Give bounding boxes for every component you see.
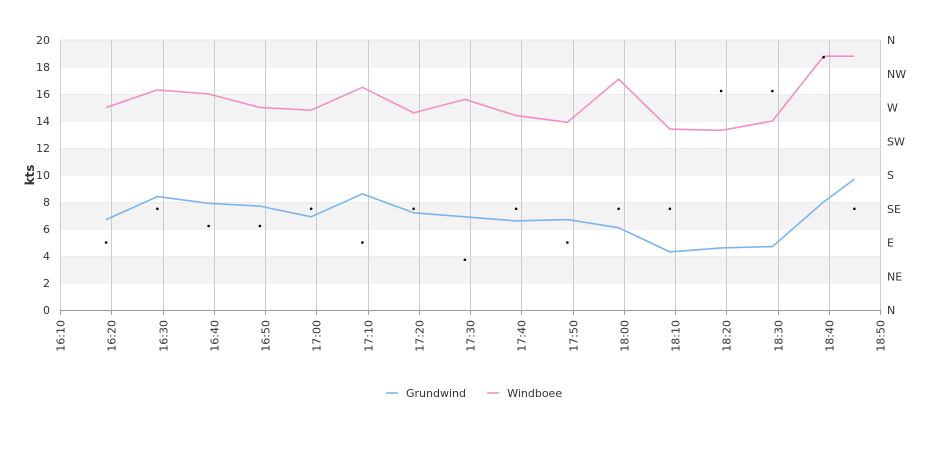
direction-marker bbox=[566, 241, 569, 244]
direction-marker bbox=[156, 207, 159, 211]
legend-label: Windboee bbox=[507, 387, 562, 400]
right-axis-label: NW bbox=[887, 68, 906, 81]
right-axis-label: N bbox=[887, 304, 895, 317]
y-tick-label: 2 bbox=[43, 277, 50, 290]
direction-marker bbox=[258, 224, 262, 228]
x-tick-label: 17:50 bbox=[568, 320, 581, 352]
y-tick-label: 18 bbox=[36, 61, 50, 74]
direction-marker bbox=[463, 258, 467, 262]
x-tick-label: 17:20 bbox=[414, 320, 427, 352]
y-tick-label: 20 bbox=[36, 34, 50, 47]
y-tick-label: 4 bbox=[43, 250, 50, 263]
direction-marker bbox=[412, 207, 415, 211]
series-line-windboee bbox=[105, 55, 855, 132]
x-tick-label: 17:40 bbox=[516, 320, 529, 352]
direction-markers bbox=[104, 55, 856, 262]
series-lines bbox=[105, 55, 855, 253]
direction-marker bbox=[719, 89, 723, 93]
y-tick-label: 10 bbox=[36, 169, 50, 182]
x-tick-label: 18:20 bbox=[721, 320, 734, 352]
x-tick-label: 17:30 bbox=[465, 320, 478, 352]
y-tick-label: 12 bbox=[36, 142, 50, 155]
direction-marker bbox=[853, 207, 856, 211]
direction-marker bbox=[309, 207, 313, 211]
x-tick-label: 16:10 bbox=[55, 320, 68, 352]
right-axis-label: N bbox=[887, 34, 895, 47]
direction-marker bbox=[207, 224, 210, 228]
right-axis-label: W bbox=[887, 102, 898, 115]
x-tick-label: 18:00 bbox=[619, 320, 632, 352]
x-tick-label: 18:50 bbox=[875, 320, 888, 352]
y-tick-label: 0 bbox=[43, 304, 50, 317]
vertical-gridlines bbox=[60, 40, 881, 310]
y-tick-label: 8 bbox=[43, 196, 50, 209]
direction-marker bbox=[822, 55, 825, 59]
direction-marker bbox=[771, 89, 774, 93]
y-axis-label: kts bbox=[23, 165, 37, 186]
legend: Grundwind Windboee bbox=[386, 387, 562, 400]
right-axis-label: SE bbox=[887, 203, 901, 216]
x-axis: 16:10 16:20 16:30 16:40 16:50 17:00 17:10 17:20… bbox=[55, 310, 888, 352]
right-axis-label: S bbox=[887, 169, 894, 182]
series-line-grundwind bbox=[105, 178, 855, 253]
x-tick-label: 16:20 bbox=[106, 320, 119, 352]
x-tick-label: 18:40 bbox=[824, 320, 837, 352]
y-tick-label: 6 bbox=[43, 223, 50, 236]
y-tick-label: 16 bbox=[36, 88, 50, 101]
right-axis-label: NE bbox=[887, 270, 902, 283]
y-tick-label: 14 bbox=[36, 115, 50, 128]
x-tick-label: 17:10 bbox=[363, 320, 376, 352]
direction-marker bbox=[668, 207, 672, 211]
direction-marker bbox=[361, 241, 364, 244]
x-tick-label: 16:30 bbox=[158, 320, 171, 352]
right-axis-label: E bbox=[887, 237, 894, 250]
y-axis-right: N NE E SE S SW W NW N bbox=[887, 34, 906, 317]
direction-marker bbox=[617, 207, 620, 211]
x-tick-label: 16:50 bbox=[260, 320, 273, 352]
x-tick-label: 17:00 bbox=[311, 320, 324, 352]
x-tick-label: 18:30 bbox=[773, 320, 786, 352]
legend-label: Grundwind bbox=[406, 387, 466, 400]
x-tick-label: 16:40 bbox=[209, 320, 222, 352]
right-axis-label: SW bbox=[887, 135, 905, 148]
y-axis-left: 0 2 4 6 8 10 12 14 16 18 20 bbox=[36, 34, 50, 317]
direction-marker bbox=[104, 241, 108, 244]
x-tick-label: 18:10 bbox=[670, 320, 683, 352]
direction-marker bbox=[514, 207, 518, 211]
